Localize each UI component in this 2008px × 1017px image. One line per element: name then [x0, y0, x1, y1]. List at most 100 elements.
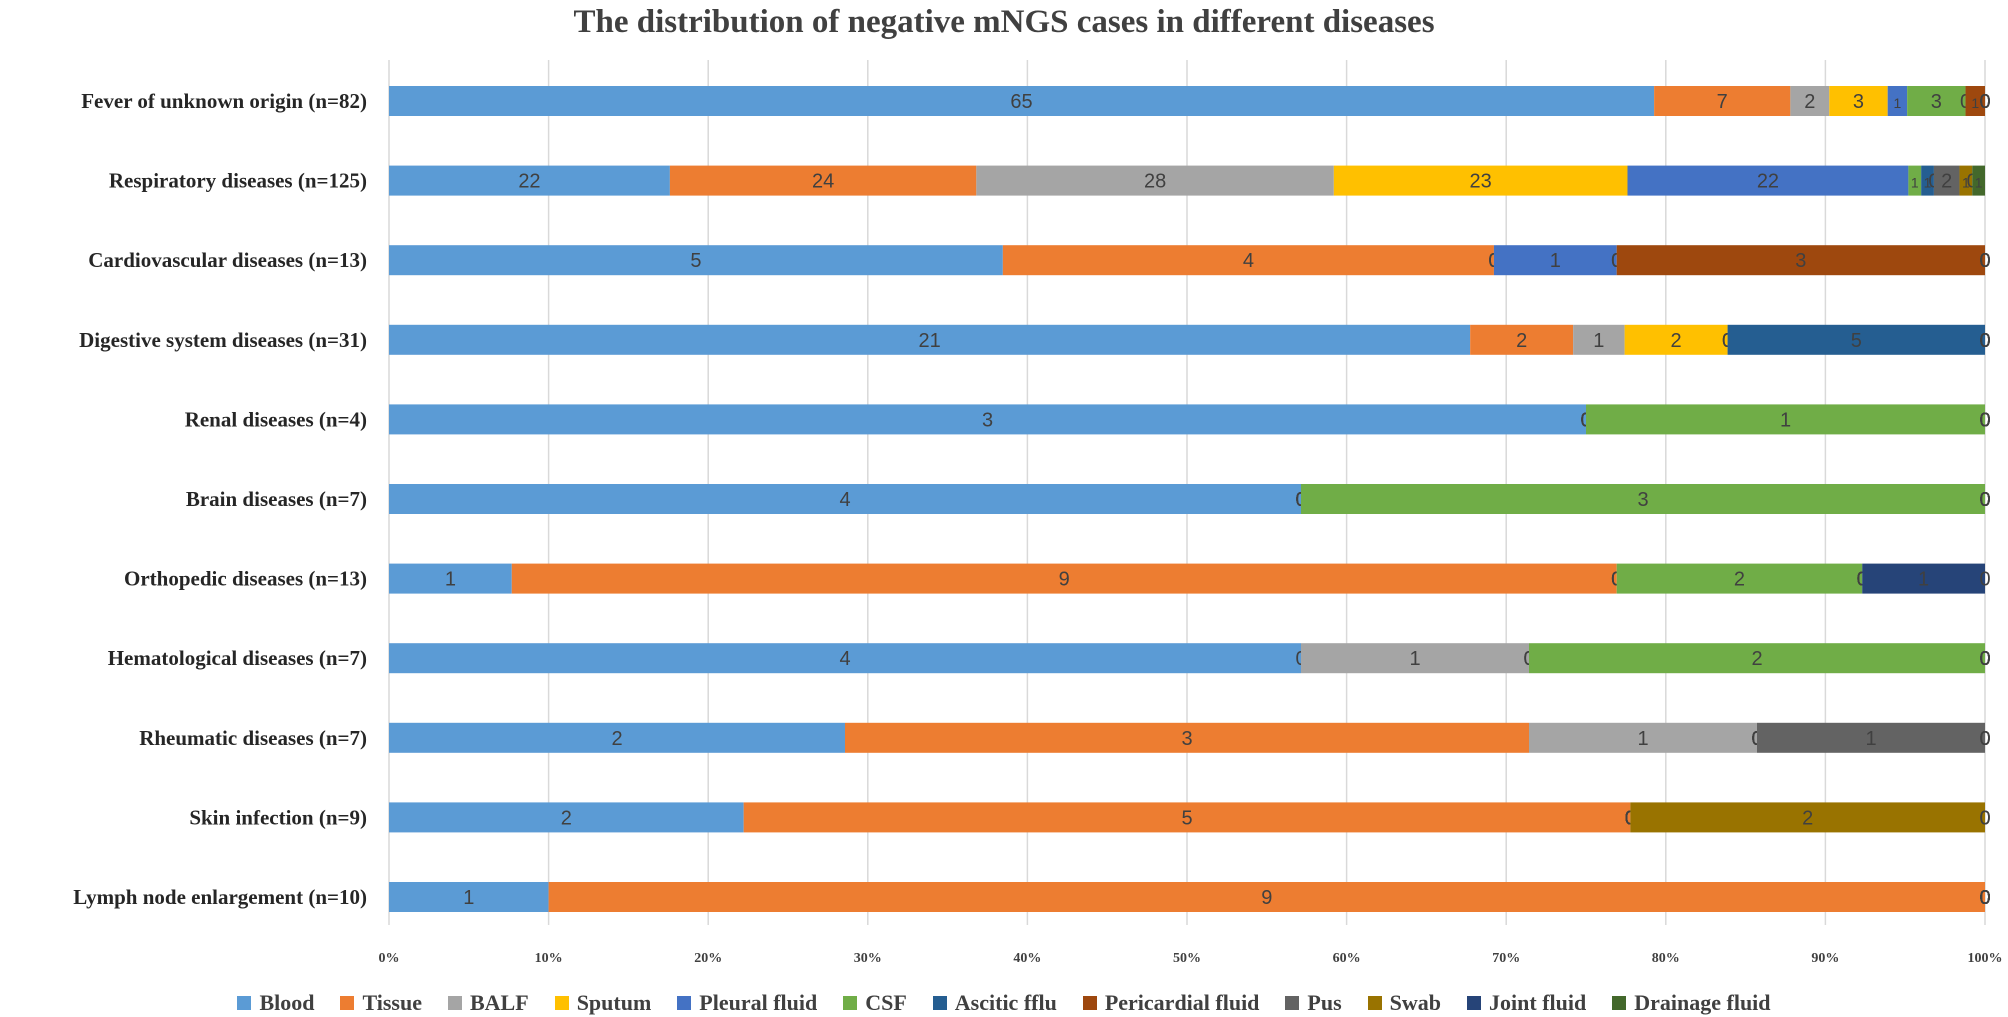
bar-segment — [1470, 324, 1574, 355]
legend-item: Swab — [1367, 990, 1442, 1016]
data-label: 0 — [1979, 250, 1990, 272]
legend-swatch — [677, 996, 692, 1010]
bar-segment — [1529, 643, 1985, 674]
data-label: 0 — [1979, 807, 1990, 829]
category-label: Respiratory diseases (n=125) — [109, 169, 367, 193]
legend-label: Pus — [1307, 990, 1342, 1015]
data-label: 3 — [1853, 91, 1864, 113]
data-label: 3 — [1931, 91, 1942, 113]
data-label: 0 — [1979, 887, 1990, 909]
data-label: 0 — [1979, 569, 1990, 591]
bar-segment — [389, 882, 549, 912]
legend-label: Tissue — [362, 990, 422, 1015]
bar-segment — [1907, 86, 1966, 116]
data-label: 23 — [1470, 171, 1492, 193]
bar-segment — [1654, 86, 1791, 116]
bar-segment — [548, 882, 1985, 912]
category-label: Renal diseases (n=4) — [185, 407, 367, 431]
legend-label: Joint fluid — [1489, 990, 1587, 1015]
legend-label: BALF — [470, 990, 529, 1015]
legend-swatch — [932, 996, 947, 1010]
data-label: 0 — [1979, 648, 1990, 670]
bar-segment — [669, 165, 977, 196]
bar-segment — [389, 324, 1471, 355]
bar-segment — [1301, 484, 1985, 514]
legend-label: Drainage fluid — [1634, 990, 1771, 1015]
legend-label: CSF — [865, 990, 907, 1015]
x-tick-label: 50% — [1173, 951, 1201, 966]
data-label: 4 — [839, 648, 850, 670]
data-label: 0 — [1979, 330, 1990, 352]
data-label: 0 — [1979, 887, 1990, 909]
data-label: 0 — [1979, 330, 1990, 352]
data-label: 0 — [1979, 887, 1990, 909]
x-tick-label: 80% — [1652, 951, 1680, 966]
data-label: 0 — [1979, 330, 1990, 352]
bar-segment — [511, 563, 1617, 594]
legend-label: Pleural fluid — [699, 990, 818, 1015]
data-label: 2 — [1751, 648, 1762, 670]
data-label: 1 — [1924, 175, 1932, 191]
data-label: 1 — [1780, 409, 1791, 431]
data-label: 2 — [1671, 330, 1682, 352]
bar-segment — [389, 245, 1003, 276]
legend-item: Pus — [1285, 990, 1342, 1016]
bar-segment — [1933, 165, 1960, 196]
bar-segment — [1002, 245, 1494, 276]
data-label: 9 — [1059, 569, 1070, 591]
data-label: 3 — [1181, 728, 1192, 750]
data-label: 0 — [1979, 887, 1990, 909]
data-label: 2 — [561, 807, 572, 829]
data-label: 0 — [1979, 250, 1990, 272]
legend-swatch — [340, 996, 355, 1010]
bar-segment — [1862, 563, 1985, 594]
data-label: 2 — [611, 728, 622, 750]
bar-segment — [389, 404, 1586, 435]
data-label: 1 — [1962, 175, 1970, 191]
data-label: 22 — [1757, 171, 1779, 193]
bar-segment — [1921, 165, 1934, 196]
data-label: 1 — [1975, 175, 1983, 191]
data-label: 0 — [1979, 489, 1990, 511]
x-tick-label: 90% — [1811, 951, 1839, 966]
bar-segment — [1586, 404, 1985, 435]
bar-segment — [976, 165, 1334, 196]
data-label: 0 — [1979, 648, 1990, 670]
legend-swatch — [237, 996, 252, 1010]
bar-segment — [1727, 324, 1985, 355]
data-label: 1 — [445, 569, 456, 591]
x-tick-label: 100% — [1968, 951, 2003, 966]
data-label: 1 — [1918, 569, 1929, 591]
data-label: 9 — [1261, 887, 1272, 909]
bar-segment — [1908, 165, 1922, 196]
bar-segment — [1959, 165, 1973, 196]
x-tick-label: 10% — [535, 951, 563, 966]
data-label: 65 — [1010, 91, 1032, 113]
legend-label: Sputum — [576, 990, 652, 1015]
data-label: 1 — [1865, 728, 1876, 750]
data-label: 5 — [1181, 807, 1192, 829]
data-label: 0 — [1979, 648, 1990, 670]
x-tick-label: 0% — [379, 951, 400, 966]
chart-title: The distribution of negative mNGS cases … — [573, 4, 1435, 40]
category-label: Orthopedic diseases (n=13) — [124, 567, 367, 591]
data-label: 0 — [1979, 887, 1990, 909]
data-label: 0 — [1979, 728, 1990, 750]
data-label: 0 — [1979, 409, 1990, 431]
bar-segment — [1616, 563, 1863, 594]
bar-segment — [1616, 245, 1985, 276]
legend-item: Pleural fluid — [677, 990, 817, 1016]
bar-segment — [389, 722, 845, 753]
legend-item: CSF — [843, 990, 907, 1016]
bar-segment — [743, 802, 1631, 833]
x-tick-label: 60% — [1333, 951, 1361, 966]
data-label: 5 — [690, 250, 701, 272]
data-label: 0 — [1979, 330, 1990, 352]
category-label: Hematological diseases (n=7) — [108, 646, 367, 670]
data-label: 0 — [1979, 489, 1990, 511]
bar-segment — [1627, 165, 1909, 196]
data-label: 0 — [1979, 409, 1990, 431]
category-label: Lymph node enlargement (n=10) — [73, 885, 367, 909]
data-label: 2 — [1941, 171, 1952, 193]
legend-label: Swab — [1389, 990, 1442, 1015]
